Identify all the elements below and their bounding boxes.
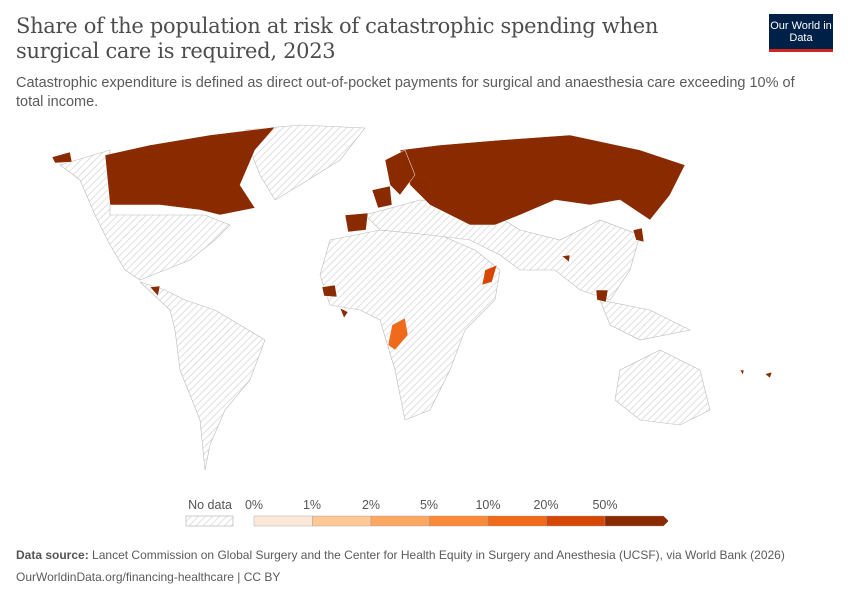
legend-bin[interactable] (312, 515, 372, 527)
no-data-regions (59, 124, 711, 471)
region-pacific-2 (764, 371, 773, 379)
legend-no-data-swatch[interactable] (185, 515, 235, 527)
legend-tick: 1% (302, 498, 322, 512)
legend-tick: 2% (361, 498, 381, 512)
chart-subtitle: Catastrophic expenditure is defined as d… (16, 75, 795, 110)
region-pacific-1 (739, 369, 745, 376)
region-japan (632, 227, 645, 243)
legend-bin[interactable] (487, 515, 547, 527)
data-regions[interactable] (51, 126, 773, 379)
owid-logo[interactable]: Our World in Data (769, 14, 833, 52)
region-liberia (339, 307, 349, 319)
source-text: Lancet Commission on Global Surgery and … (92, 548, 785, 562)
legend-bin[interactable] (546, 515, 606, 527)
region-russia (399, 134, 686, 226)
region-iceland (51, 151, 73, 164)
region-canada (104, 126, 276, 216)
source-line: Data source: Lancet Commission on Global… (16, 548, 785, 562)
region-spain (344, 212, 369, 233)
region-congo (387, 317, 409, 351)
color-legend: No data 0% 1% 2% 5% 10% 20% 50% (0, 495, 850, 535)
legend-tick: 20% (533, 498, 559, 512)
region-central-america (149, 285, 161, 297)
legend-bin[interactable] (604, 515, 668, 527)
legend-tick: 10% (475, 498, 501, 512)
legend-bin[interactable] (429, 515, 489, 527)
legend-color-bar[interactable] (253, 515, 668, 529)
region-france (371, 185, 393, 209)
legend-tick: 0% (244, 498, 264, 512)
legend-tick: 5% (419, 498, 439, 512)
region-cambodia (595, 289, 609, 303)
region-bangladesh (561, 254, 571, 263)
legend-bin[interactable] (253, 515, 313, 527)
legend-no-data-label: No data (188, 498, 232, 512)
region-west-africa (321, 284, 338, 298)
url-line: OurWorldinData.org/financing-healthcare … (16, 570, 281, 584)
region-somalia (481, 264, 498, 286)
world-map[interactable] (0, 120, 850, 495)
region-scandinavia (384, 149, 416, 196)
legend-bin[interactable] (370, 515, 430, 527)
license[interactable]: CC BY (243, 570, 281, 584)
chart-title: Share of the population at risk of catas… (16, 14, 659, 63)
source-link[interactable]: OurWorldinData.org/financing-healthcare (16, 570, 234, 584)
legend-tick: 50% (592, 498, 618, 512)
